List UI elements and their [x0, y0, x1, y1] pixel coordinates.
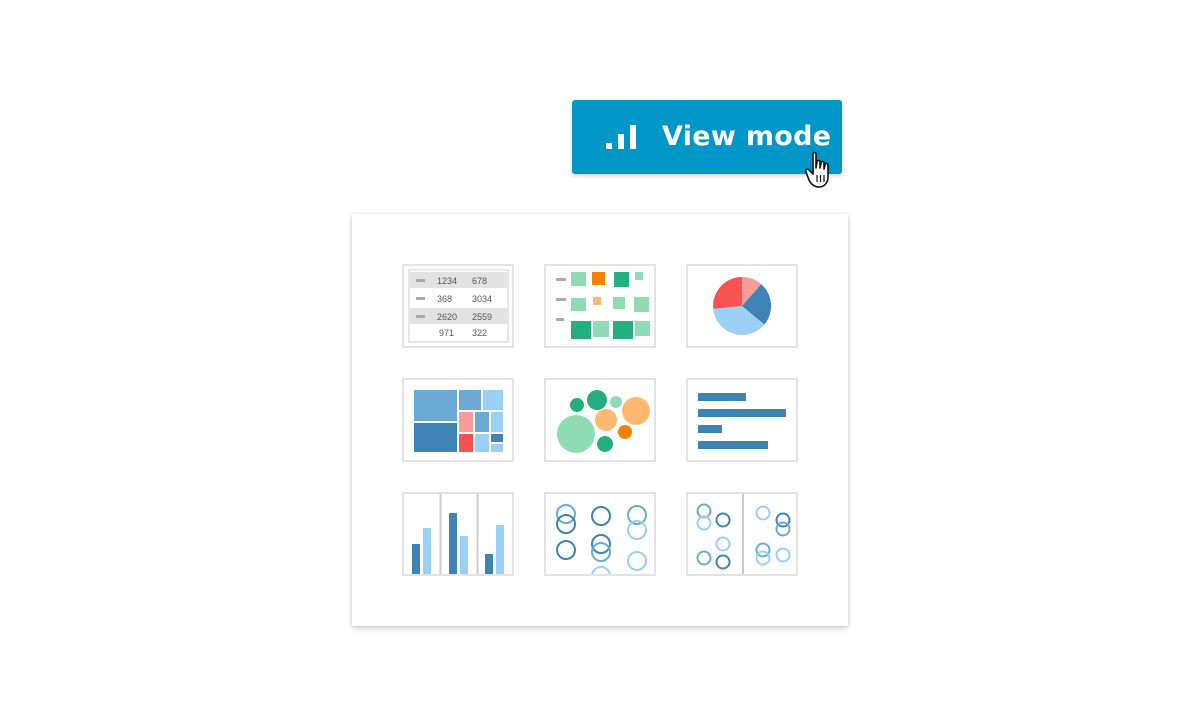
- table-cell: 322: [472, 328, 487, 338]
- table-cell: 1234: [437, 276, 457, 286]
- heatmap-icon: [556, 272, 650, 339]
- grouped-bar-chart-option[interactable]: [402, 492, 514, 576]
- hand-pointer-icon: [804, 151, 829, 188]
- view-mode-label: View mode: [662, 121, 832, 152]
- table-cell: 2620: [437, 312, 457, 322]
- pie-chart-icon: [713, 276, 772, 335]
- heatmap-option[interactable]: [544, 264, 656, 348]
- horizontal-bar-chart-icon: [698, 393, 786, 449]
- split-scatter-plot-icon: [696, 494, 791, 574]
- table-cell: 368: [437, 294, 452, 304]
- table-icon: 1234 678 368 3034 2620 2559 971 322: [408, 269, 509, 343]
- pie-chart-option[interactable]: [686, 264, 798, 348]
- table-cell: 971: [439, 328, 454, 338]
- visualization-picker-panel: 1234 678 368 3034 2620 2559 971 322: [352, 214, 848, 626]
- horizontal-bar-chart-option[interactable]: [686, 378, 798, 462]
- bubble-chart-option[interactable]: [544, 378, 656, 462]
- table-cell: 678: [472, 276, 487, 286]
- split-scatter-plot-option[interactable]: [686, 492, 798, 576]
- grouped-bar-chart-icon: [412, 494, 504, 574]
- bar-chart-signal-icon: [606, 125, 636, 149]
- treemap-option[interactable]: [402, 378, 514, 462]
- scatter-plot-icon: [556, 504, 647, 574]
- treemap-icon: [414, 390, 503, 452]
- view-mode-button[interactable]: View mode: [572, 100, 842, 174]
- table-option[interactable]: 1234 678 368 3034 2620 2559 971 322: [402, 264, 514, 348]
- table-cell: 2559: [472, 312, 492, 322]
- bubble-chart-icon: [557, 390, 650, 453]
- scatter-plot-option[interactable]: [544, 492, 656, 576]
- table-cell: 3034: [472, 294, 492, 304]
